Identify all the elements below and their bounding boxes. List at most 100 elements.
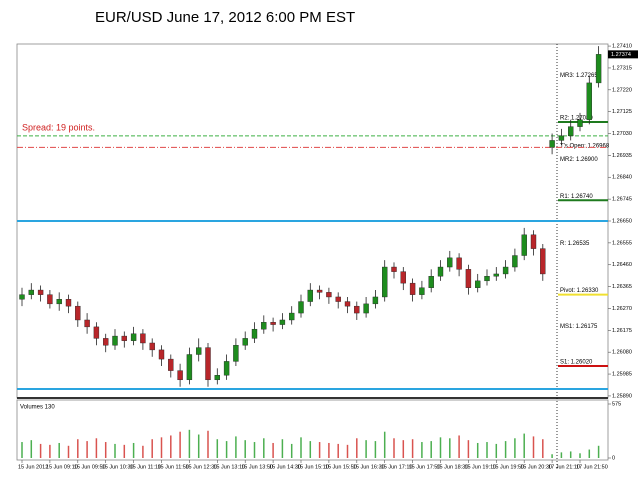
volume-bar [21, 442, 23, 458]
y-tick-label: 1.26555 [612, 240, 632, 246]
candle-body [47, 294, 53, 305]
volume-bar [197, 434, 200, 458]
x-tick-label: 15 Jun 15:50 [325, 464, 357, 470]
y-tick-label: 1.25985 [612, 372, 632, 378]
volume-bar [160, 437, 163, 458]
x-tick-label: 15 Jun 19:10 [464, 464, 496, 470]
volume-bar [393, 438, 395, 458]
candle-body [558, 135, 565, 141]
volume-bar [151, 439, 153, 458]
candle-body [437, 266, 444, 277]
volume-bar [86, 441, 88, 458]
volume-panel [16, 399, 609, 461]
volume-bar [67, 445, 70, 458]
y-tick-label: 1.27410 [612, 44, 632, 50]
volume-bar [188, 429, 191, 458]
volume-bar [411, 439, 414, 458]
candle-body [400, 271, 406, 284]
candle-body [307, 289, 313, 302]
candle-body [363, 303, 369, 314]
y-tick-label: 1.26080 [612, 350, 632, 356]
volume-bar [569, 451, 572, 458]
candle-body [130, 333, 137, 341]
candle-body [205, 347, 211, 381]
volume-bar [467, 440, 470, 458]
candle-body [112, 335, 118, 346]
candle-body [28, 289, 34, 295]
candle-body [121, 335, 128, 341]
pivot-label: Pivot: 1.26330 [560, 288, 599, 294]
candle-body [382, 266, 388, 298]
volume-bar [30, 440, 33, 458]
candle-body [65, 299, 72, 307]
candle-body [372, 296, 379, 305]
candle-body [326, 292, 332, 298]
candle-body [493, 273, 499, 277]
candle-body [270, 322, 276, 325]
x-tick-label: 15 Jun 16:30 [353, 464, 385, 470]
pivot-label: MS1: 1.26175 [560, 324, 598, 330]
candle-body [56, 299, 62, 305]
volume-bar [402, 440, 405, 458]
price-box-label: 1.27374 [611, 52, 631, 58]
volume-bar [532, 436, 535, 458]
candle-body [344, 301, 351, 307]
y-tick-label: 1.26460 [612, 262, 632, 268]
volume-bar [551, 454, 553, 458]
volume-bar [142, 445, 144, 458]
open-label: T's Open: 1.26968 [560, 144, 610, 150]
volume-bar [272, 442, 274, 458]
price-box [608, 50, 638, 59]
volume-bar [458, 435, 460, 458]
y-tick-label: 1.26175 [612, 328, 632, 334]
volume-bar [421, 442, 423, 458]
candle-body [549, 140, 555, 148]
pivot-label: S1: 1.26020 [560, 360, 593, 366]
candle-body [484, 276, 490, 282]
volume-bar [253, 442, 256, 458]
candle-body [428, 276, 434, 288]
candle-body [168, 358, 174, 371]
candle-body [149, 342, 155, 351]
chart-title: EUR/USD June 17, 2012 6:00 PM EST [95, 9, 355, 26]
candle-body [93, 326, 100, 339]
x-tick-label: 15 Jun 13:50 [241, 464, 273, 470]
candle-body [568, 126, 574, 137]
x-tick-label: 15 Jun 17:10 [381, 464, 413, 470]
volume-bar [132, 442, 135, 458]
candle-body [419, 287, 425, 295]
volume-bar [597, 445, 600, 458]
pivot-label: R1: 1.26740 [560, 194, 593, 200]
volume-bar [486, 442, 488, 458]
x-tick-label: 15 Jun 11:10 [130, 464, 161, 470]
volume-tick-label: 575 [612, 401, 621, 407]
volume-bar [281, 439, 284, 458]
pivot-label: MR3: 1.27265 [560, 73, 598, 79]
volume-bar [170, 435, 172, 458]
x-tick-label: 17 Jun 21:50 [576, 464, 608, 470]
volume-bar [439, 437, 442, 458]
x-tick-label: 15 Jun 15:10 [297, 464, 329, 470]
candle-body [84, 319, 90, 328]
volume-bar [300, 437, 302, 458]
candle-body [251, 328, 258, 339]
candle-body [289, 312, 295, 321]
y-tick-label: 1.26270 [612, 306, 632, 312]
x-tick-label: 15 Jun 19:50 [492, 464, 524, 470]
volume-bar [514, 438, 516, 458]
volume-bar [495, 443, 498, 458]
volume-bar [216, 439, 219, 458]
volume-bar [588, 449, 591, 458]
volume-bar [542, 439, 544, 458]
candle-body [354, 305, 360, 314]
volume-bar [356, 438, 358, 458]
volume-bar [318, 442, 321, 458]
x-tick-label: 15 Jun 14:30 [269, 464, 301, 470]
volume-tick-label: 0 [612, 455, 615, 461]
volume-bar [58, 442, 60, 458]
x-tick-label: 17 Jun 21:10 [548, 464, 580, 470]
candle-body [316, 289, 323, 293]
pivot-label: R: 1.26535 [560, 241, 590, 247]
y-tick-label: 1.26935 [612, 153, 632, 159]
